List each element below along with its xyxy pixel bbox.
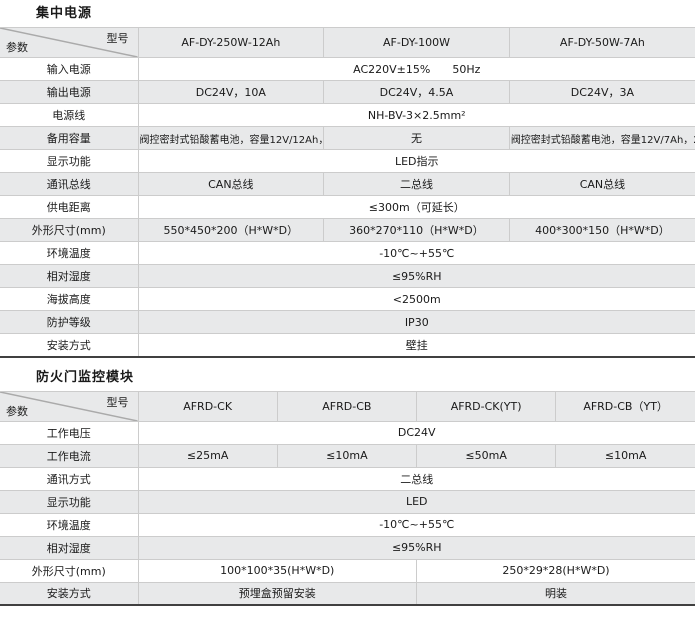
param-label: 安装方式 bbox=[0, 334, 138, 357]
param-label: 安装方式 bbox=[0, 582, 138, 605]
param-label: 相对湿度 bbox=[0, 536, 138, 559]
table-row: 海拔高度 <2500m bbox=[0, 288, 695, 311]
param-label: 防护等级 bbox=[0, 311, 138, 334]
table-row: 环境温度 -10℃~+55℃ bbox=[0, 242, 695, 265]
corner-param-label: 参数 bbox=[6, 39, 28, 55]
param-value: DC24V bbox=[138, 421, 695, 444]
param-value: 250*29*28(H*W*D) bbox=[417, 559, 695, 582]
param-label: 通讯总线 bbox=[0, 173, 138, 196]
table-row: 工作电压 DC24V bbox=[0, 421, 695, 444]
table-row: 供电距离 ≤300m（可延长） bbox=[0, 196, 695, 219]
param-value: 阀控密封式铅酸蓄电池，容量12V/7Ah，2节 bbox=[509, 127, 695, 150]
table-row: 相对湿度 ≤95%RH bbox=[0, 536, 695, 559]
param-label: 外形尺寸(mm) bbox=[0, 559, 138, 582]
table-row: 安装方式 壁挂 bbox=[0, 334, 695, 357]
param-label: 输入电源 bbox=[0, 58, 138, 81]
table-row: 安装方式 预埋盒预留安装 明装 bbox=[0, 582, 695, 605]
table-row: 相对湿度 ≤95%RH bbox=[0, 265, 695, 288]
param-value: 二总线 bbox=[324, 173, 510, 196]
model-header: AF-DY-100W bbox=[324, 28, 510, 58]
param-label: 工作电流 bbox=[0, 444, 138, 467]
table2-title: 防火门监控模块 bbox=[36, 371, 695, 385]
param-value: 阀控密封式铅酸蓄电池，容量12V/12Ah，2节 bbox=[138, 127, 324, 150]
param-label: 通讯方式 bbox=[0, 467, 138, 490]
model-header: AFRD-CB（YT） bbox=[556, 391, 695, 421]
table-row: 备用容量 阀控密封式铅酸蓄电池，容量12V/12Ah，2节 无 阀控密封式铅酸蓄… bbox=[0, 127, 695, 150]
param-value: ≤10mA bbox=[556, 444, 695, 467]
param-value: CAN总线 bbox=[138, 173, 324, 196]
table-row: 显示功能 LED指示 bbox=[0, 150, 695, 173]
table-row: 电源线 NH-BV-3×2.5mm² bbox=[0, 104, 695, 127]
param-value: -10℃~+55℃ bbox=[138, 242, 695, 265]
param-value: 二总线 bbox=[138, 467, 695, 490]
param-value: LED bbox=[138, 490, 695, 513]
corner-model-label: 型号 bbox=[107, 30, 129, 46]
param-value: ≤95%RH bbox=[138, 536, 695, 559]
param-label: 工作电压 bbox=[0, 421, 138, 444]
param-label: 显示功能 bbox=[0, 490, 138, 513]
param-label: 外形尺寸(mm) bbox=[0, 219, 138, 242]
param-value: 壁挂 bbox=[138, 334, 695, 357]
table-row: 通讯总线 CAN总线 二总线 CAN总线 bbox=[0, 173, 695, 196]
table-row: 防护等级 IP30 bbox=[0, 311, 695, 334]
table-row: 显示功能 LED bbox=[0, 490, 695, 513]
table-header-row: 型号 参数 AF-DY-250W-12Ah AF-DY-100W AF-DY-5… bbox=[0, 28, 695, 58]
model-header: AF-DY-250W-12Ah bbox=[138, 28, 324, 58]
param-value: 360*270*110（H*W*D） bbox=[324, 219, 510, 242]
table-header-row: 型号 参数 AFRD-CK AFRD-CB AFRD-CK(YT) AFRD-C… bbox=[0, 391, 695, 421]
param-value: CAN总线 bbox=[509, 173, 695, 196]
param-value: 400*300*150（H*W*D） bbox=[509, 219, 695, 242]
param-value: AC220V±15% 50Hz bbox=[138, 58, 695, 81]
param-label: 输出电源 bbox=[0, 81, 138, 104]
param-value: DC24V，10A bbox=[138, 81, 324, 104]
param-label: 环境温度 bbox=[0, 513, 138, 536]
centralized-power-table: 型号 参数 AF-DY-250W-12Ah AF-DY-100W AF-DY-5… bbox=[0, 27, 695, 358]
param-value: NH-BV-3×2.5mm² bbox=[138, 104, 695, 127]
fire-door-module-table: 型号 参数 AFRD-CK AFRD-CB AFRD-CK(YT) AFRD-C… bbox=[0, 391, 695, 607]
table-row: 输入电源 AC220V±15% 50Hz bbox=[0, 58, 695, 81]
param-value: LED指示 bbox=[138, 150, 695, 173]
model-header: AF-DY-50W-7Ah bbox=[509, 28, 695, 58]
param-value: DC24V，4.5A bbox=[324, 81, 510, 104]
model-header: AFRD-CB bbox=[277, 391, 416, 421]
param-label: 显示功能 bbox=[0, 150, 138, 173]
param-value: 预埋盒预留安装 bbox=[138, 582, 417, 605]
corner-param-label: 参数 bbox=[6, 403, 28, 419]
param-value: IP30 bbox=[138, 311, 695, 334]
param-label: 海拔高度 bbox=[0, 288, 138, 311]
table-row: 环境温度 -10℃~+55℃ bbox=[0, 513, 695, 536]
param-label: 备用容量 bbox=[0, 127, 138, 150]
param-value: ≤50mA bbox=[417, 444, 556, 467]
table-row: 工作电流 ≤25mA ≤10mA ≤50mA ≤10mA bbox=[0, 444, 695, 467]
spec-sheet: 集中电源 型号 参数 AF-DY-250W-12Ah AF-DY-100W AF… bbox=[0, 7, 695, 606]
param-value: 明装 bbox=[417, 582, 695, 605]
param-value: 无 bbox=[324, 127, 510, 150]
table-row: 外形尺寸(mm) 550*450*200（H*W*D） 360*270*110（… bbox=[0, 219, 695, 242]
param-label: 环境温度 bbox=[0, 242, 138, 265]
param-value: <2500m bbox=[138, 288, 695, 311]
table-row: 通讯方式 二总线 bbox=[0, 467, 695, 490]
table-row: 外形尺寸(mm) 100*100*35(H*W*D) 250*29*28(H*W… bbox=[0, 559, 695, 582]
table1-title: 集中电源 bbox=[36, 7, 695, 21]
param-value: DC24V，3A bbox=[509, 81, 695, 104]
param-value: ≤10mA bbox=[277, 444, 416, 467]
corner-cell: 型号 参数 bbox=[0, 28, 138, 58]
param-value: ≤95%RH bbox=[138, 265, 695, 288]
param-value: -10℃~+55℃ bbox=[138, 513, 695, 536]
corner-cell: 型号 参数 bbox=[0, 391, 138, 421]
param-value: 550*450*200（H*W*D） bbox=[138, 219, 324, 242]
model-header: AFRD-CK bbox=[138, 391, 277, 421]
param-label: 供电距离 bbox=[0, 196, 138, 219]
corner-model-label: 型号 bbox=[107, 394, 129, 410]
param-value: 100*100*35(H*W*D) bbox=[138, 559, 417, 582]
param-value: ≤300m（可延长） bbox=[138, 196, 695, 219]
table-row: 输出电源 DC24V，10A DC24V，4.5A DC24V，3A bbox=[0, 81, 695, 104]
param-value: ≤25mA bbox=[138, 444, 277, 467]
param-label: 相对湿度 bbox=[0, 265, 138, 288]
model-header: AFRD-CK(YT) bbox=[417, 391, 556, 421]
param-label: 电源线 bbox=[0, 104, 138, 127]
